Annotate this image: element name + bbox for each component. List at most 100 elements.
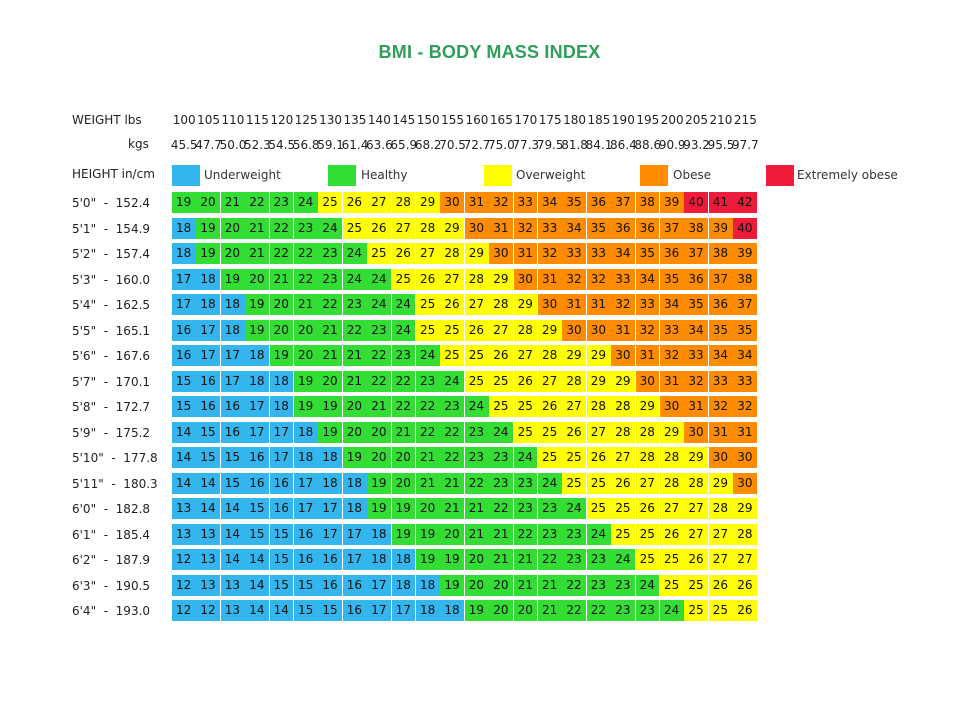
height-row-label: 5'6" - 167.6 [72,349,151,363]
bmi-cell: 19 [172,192,197,213]
bmi-cell: 28 [635,447,661,468]
bmi-cell: 22 [489,498,515,519]
bmi-cell: 13 [196,574,222,596]
bmi-cell: 17 [342,523,368,545]
bmi-cell: 20 [489,574,515,596]
bmi-cell: 16 [269,498,295,519]
bmi-cell: 16 [220,396,246,417]
bmi-cell: 25 [538,447,563,468]
bmi-cell: 21 [513,574,539,596]
bmi-cell: 26 [513,370,539,392]
bmi-cell: 17 [220,370,246,392]
bmi-cell: 23 [611,574,637,596]
bmi-cell: 27 [367,192,393,213]
bmi-cell: 21 [245,243,271,264]
bmi-cell: 14 [196,498,222,519]
bmi-cell: 20 [416,498,441,519]
bmi-cell: 41 [708,192,734,213]
bmi-cell: 30 [562,319,588,341]
bmi-cell: 21 [367,396,393,417]
bmi-cell: 22 [294,268,319,290]
bmi-cell: 31 [733,421,759,443]
bmi-cell: 29 [660,421,685,443]
bmi-cell: 18 [245,345,271,366]
bmi-cell: 28 [464,268,490,290]
weight-kgs-tick: 45.5 [170,138,198,152]
bmi-cell: 23 [513,472,539,494]
legend-swatch [484,165,512,186]
bmi-cell: 18 [318,447,344,468]
weight-lbs-tick: 210 [709,113,733,127]
bmi-cell: 25 [684,600,710,621]
bmi-cell: 25 [660,549,685,570]
bmi-cell: 37 [611,192,637,213]
bmi-cell: 29 [586,345,612,366]
bmi-cell: 29 [562,345,588,366]
bmi-cell: 27 [611,447,637,468]
bmi-cell: 15 [269,574,295,596]
weight-lbs-tick: 100 [172,113,196,127]
weight-kgs-tick: 77.3 [512,138,540,152]
bmi-cell: 26 [342,192,368,213]
bmi-cell: 26 [708,574,734,596]
bmi-cell: 21 [342,345,368,366]
bmi-cell: 30 [489,243,515,264]
bmi-cell: 17 [245,421,271,443]
bmi-cell: 37 [660,217,685,239]
bmi-cell: 39 [733,243,759,264]
bmi-cell: 15 [172,396,197,417]
bmi-cell: 25 [684,574,710,596]
height-row-label: 5'10" - 177.8 [72,451,158,465]
weight-kgs-tick: 70.5 [439,138,466,152]
bmi-cell: 22 [586,600,612,621]
bmi-cell: 35 [708,319,734,341]
bmi-cell: 27 [538,370,563,392]
bmi-cell: 30 [684,421,710,443]
bmi-cell: 40 [733,217,759,239]
weight-kgs-tick: 50.0 [219,138,247,152]
bmi-cell: 16 [269,472,295,494]
weight-kgs-label: kgs [128,137,149,151]
bmi-cell: 14 [245,574,271,596]
bmi-cell: 25 [464,345,490,366]
weight-lbs-tick: 150 [416,113,440,127]
bmi-cell: 17 [172,294,197,315]
bmi-cell: 25 [416,319,441,341]
bmi-cell: 28 [611,396,637,417]
bmi-cell: 17 [294,472,319,494]
bmi-cell: 30 [440,192,466,213]
bmi-cell: 28 [708,498,734,519]
height-row-label: 6'1" - 185.4 [72,527,151,542]
weight-lbs-tick: 105 [197,113,221,127]
bmi-cell: 15 [172,370,197,392]
bmi-cell: 25 [391,268,417,290]
bmi-cell: 28 [391,192,417,213]
bmi-cell: 16 [245,447,271,468]
weight-kgs-tick: 90.9 [658,138,686,152]
bmi-cell: 32 [489,192,515,213]
bmi-cell: 15 [294,574,319,596]
bmi-cell: 25 [440,345,466,366]
height-row-label: 6'3" - 190.5 [72,578,151,593]
bmi-cell: 19 [245,319,271,341]
bmi-cell: 20 [464,574,490,596]
bmi-cell: 27 [660,498,685,519]
legend-label: Healthy [361,168,408,182]
bmi-cell: 20 [367,421,393,443]
bmi-cell: 22 [245,192,271,213]
height-row-label: 5'3" - 160.0 [72,272,151,287]
bmi-cell: 30 [708,447,734,468]
bmi-cell: 29 [586,370,612,392]
bmi-cell: 22 [391,370,417,392]
bmi-cell: 18 [367,523,393,545]
weight-kgs-tick: 63.6 [366,138,393,152]
bmi-cell: 33 [660,319,685,341]
bmi-cell: 21 [294,294,319,315]
height-row-label: 5'11" - 180.3 [72,476,158,491]
weight-kgs-tick: 81.8 [561,138,588,152]
bmi-cell: 20 [489,600,515,621]
bmi-cell: 33 [538,217,563,239]
legend-swatch [172,165,200,186]
bmi-cell: 25 [367,243,393,264]
bmi-cell: 27 [464,294,490,315]
